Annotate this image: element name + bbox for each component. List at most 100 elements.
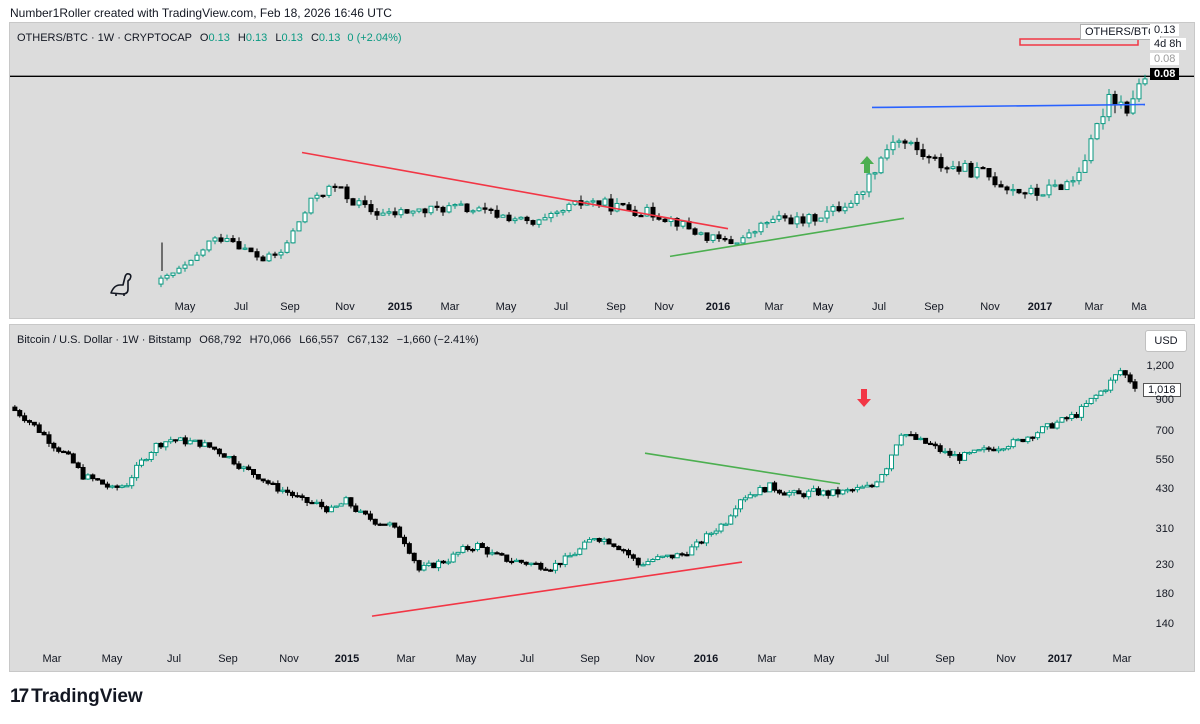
btc-usd-candle [528, 562, 534, 565]
btc-usd-candle [455, 551, 461, 555]
btc-usd-candle [479, 543, 485, 549]
btc-usd-candle [1020, 438, 1026, 443]
btc-usd-candle [1035, 432, 1041, 439]
btc-usd-candle [377, 523, 383, 526]
btc-usd-candle [742, 497, 748, 501]
legend-change: 0 (+2.04%) [347, 32, 402, 44]
price-axis-label: 1,200 [1146, 359, 1174, 372]
btc-usd-candle [621, 549, 627, 552]
btc-usd-candle [143, 458, 149, 462]
time-axis-label: May [101, 653, 123, 665]
others-btc-candle [1136, 83, 1142, 100]
tradingview-logo-text: TradingView [31, 686, 143, 707]
others-btc-candle [1016, 188, 1022, 194]
btc-usd-candle [319, 501, 325, 508]
btc-usd-candle [275, 483, 281, 492]
tradingview-logo[interactable]: 17 TradingView [10, 686, 143, 708]
btc-usd-candle [567, 555, 573, 558]
btc-usd-candle [1049, 423, 1055, 429]
btc-usd-candle [791, 490, 797, 494]
btc-usd-candle [552, 562, 558, 571]
btc-usd-candle [163, 441, 169, 448]
legend-high: 0.13 [245, 32, 268, 44]
others-btc-candle [932, 156, 938, 159]
btc-usd-candle [382, 523, 388, 526]
others-btc-candle [938, 157, 944, 169]
btc-usd-candle [840, 489, 846, 495]
price-tag-a: 0.08 [1150, 53, 1180, 65]
time-axis-label: May [455, 653, 477, 665]
btc-usd-candle [898, 434, 904, 446]
btc-usd-candle [587, 539, 593, 543]
btc-usd-candle [669, 554, 675, 559]
others-btc-candle [776, 215, 782, 220]
btc-usd-plot[interactable] [10, 325, 1194, 671]
currency-button[interactable]: USD [1145, 330, 1187, 352]
btc-usd-candle [134, 464, 140, 479]
others-btc-legend: OTHERS/BTC · 1W · CRYPTOCAP O0.13 H0.13 … [17, 32, 402, 44]
time-axis-label: Sep [280, 301, 300, 313]
others-btc-candle [254, 251, 260, 258]
btc-usd-candle [168, 439, 174, 443]
btc-usd-candle [582, 541, 588, 550]
btc-usd-candle [606, 538, 612, 545]
blue-support-line [871, 103, 1146, 109]
btc-usd-candle [304, 496, 310, 503]
time-axis-label: Sep [606, 301, 626, 313]
btc-usd-candle [660, 555, 666, 558]
btc-usd-candle [100, 479, 106, 485]
btc-usd-candle [1025, 436, 1031, 443]
btc-usd-candle [22, 415, 28, 422]
btc-usd-candle [869, 484, 875, 488]
price-tag-b: 0.08 [1150, 68, 1180, 80]
btc-usd-candle [888, 454, 894, 470]
btc-usd-candle [786, 492, 792, 496]
btc-usd-candle [397, 526, 403, 538]
btc-usd-candle [893, 444, 899, 456]
red-trendline [301, 151, 729, 230]
btc-usd-candle [406, 543, 412, 554]
symbol-box[interactable]: OTHERS/BTC [1080, 24, 1161, 40]
price-axis-label: 180 [1155, 588, 1174, 601]
legend-open-label: O [199, 334, 208, 346]
btc-usd-symbol[interactable]: Bitcoin / U.S. Dollar · 1W · Bitstamp [17, 334, 192, 346]
chart-pane-btc-usd[interactable]: Bitcoin / U.S. Dollar · 1W · Bitstamp O 6… [9, 324, 1195, 672]
btc-usd-candle [747, 494, 753, 499]
btc-usd-candle [635, 557, 641, 566]
others-btc-symbol[interactable]: OTHERS/BTC · 1W · CRYPTOCAP [17, 32, 192, 44]
others-btc-candle [836, 206, 842, 212]
btc-usd-candle [65, 451, 71, 455]
time-axis-label: 2015 [334, 653, 360, 665]
others-btc-candle [824, 210, 830, 219]
btc-usd-candle [231, 456, 237, 465]
btc-usd-candle [124, 485, 130, 488]
btc-usd-candle [801, 493, 807, 498]
btc-usd-candle [684, 554, 690, 557]
others-btc-candle [626, 204, 632, 211]
time-axis-label: Nov [279, 653, 299, 665]
others-btc-plot[interactable] [10, 23, 1194, 318]
time-axis-label: 2017 [1027, 301, 1053, 313]
btc-usd-candle [470, 549, 476, 552]
legend-close: 0.13 [318, 32, 341, 44]
others-btc-candle [248, 247, 254, 253]
btc-usd-candle [314, 501, 320, 505]
others-btc-candle [314, 194, 320, 199]
btc-usd-candle [830, 489, 836, 496]
price-axis-label: 140 [1155, 618, 1174, 631]
legend-low: 66,557 [305, 334, 340, 346]
btc-usd-candle [1127, 374, 1133, 383]
btc-usd-candle [1122, 370, 1128, 376]
time-axis-label: Jul [166, 653, 182, 665]
others-btc-candle [452, 204, 458, 207]
others-btc-candle [476, 207, 482, 212]
btc-usd-legend: Bitcoin / U.S. Dollar · 1W · Bitstamp O 6… [17, 334, 479, 346]
btc-usd-candle [533, 562, 539, 565]
btc-usd-candle [445, 561, 451, 564]
time-axis-label: Jul [871, 301, 887, 313]
chart-pane-others-btc[interactable]: OTHERS/BTC · 1W · CRYPTOCAP O0.13 H0.13 … [9, 22, 1195, 319]
time-axis-label: Mar [440, 301, 460, 313]
others-btc-candle [830, 206, 836, 212]
btc-usd-candle [75, 462, 81, 469]
time-axis-label: Nov [635, 653, 655, 665]
